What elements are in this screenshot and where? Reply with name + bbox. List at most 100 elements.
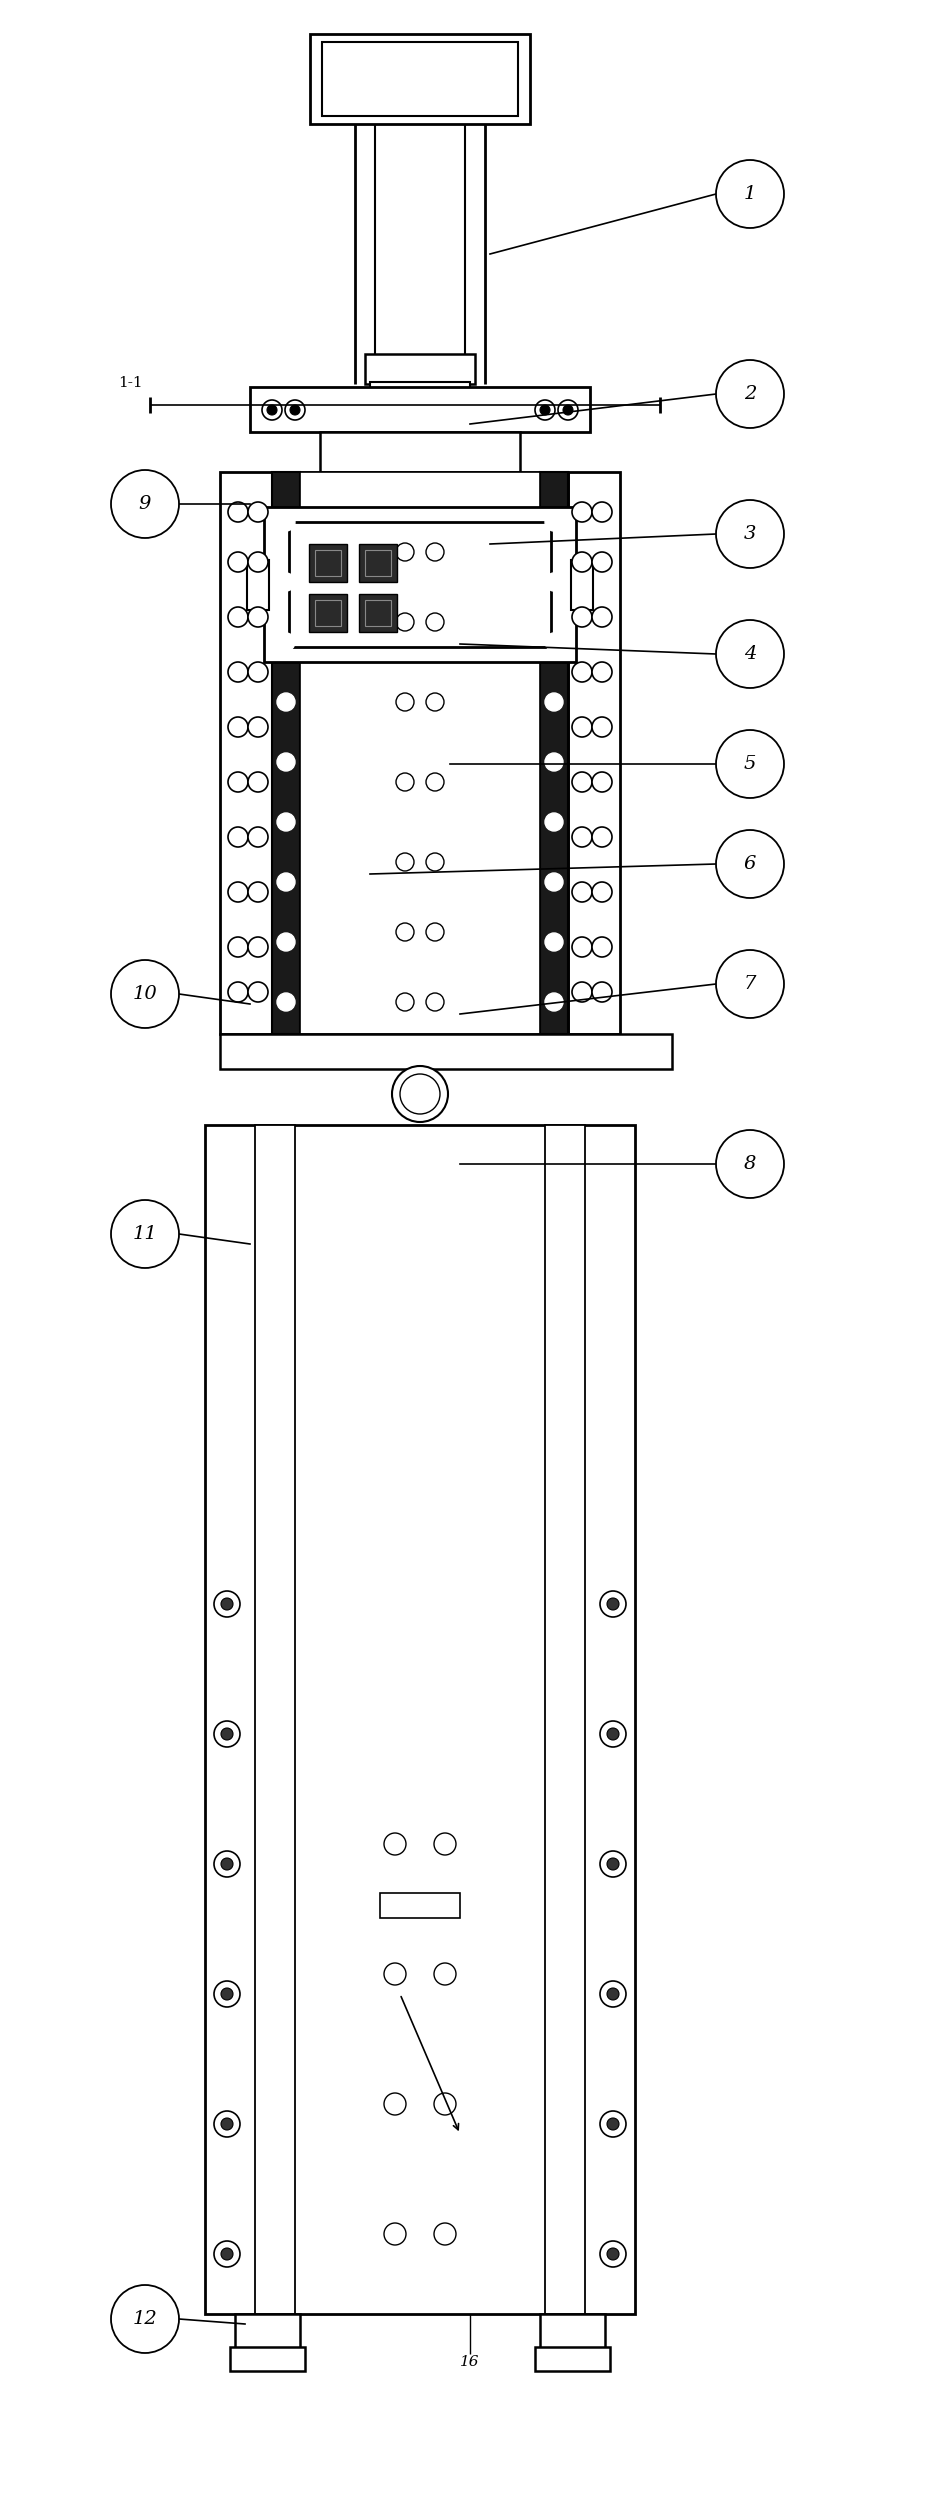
Circle shape	[716, 830, 784, 897]
Circle shape	[545, 694, 563, 711]
Text: 11: 11	[132, 1224, 158, 1242]
Circle shape	[572, 983, 592, 1003]
Bar	[235, 2313, 300, 2348]
Bar	[272, 473, 300, 1033]
Bar	[540, 473, 568, 1033]
Circle shape	[592, 661, 612, 681]
Circle shape	[228, 772, 248, 792]
Bar	[568, 473, 620, 1033]
Circle shape	[396, 772, 414, 792]
Circle shape	[592, 716, 612, 737]
Circle shape	[248, 503, 268, 523]
Circle shape	[600, 1850, 626, 1878]
Bar	[250, 387, 590, 432]
Circle shape	[716, 360, 784, 427]
Circle shape	[426, 694, 444, 711]
Bar	[540, 2313, 605, 2348]
Circle shape	[426, 543, 444, 561]
Circle shape	[248, 882, 268, 903]
Circle shape	[228, 827, 248, 847]
Circle shape	[607, 1989, 619, 2001]
Circle shape	[277, 694, 295, 711]
Circle shape	[545, 812, 563, 832]
Circle shape	[221, 1989, 233, 2001]
Circle shape	[248, 827, 268, 847]
Circle shape	[572, 606, 592, 626]
Circle shape	[535, 400, 555, 420]
Circle shape	[392, 1066, 448, 1121]
Text: 16: 16	[460, 2356, 480, 2368]
Bar	[365, 601, 391, 626]
Circle shape	[716, 161, 784, 229]
Circle shape	[716, 500, 784, 568]
Circle shape	[572, 772, 592, 792]
Text: 12: 12	[132, 2310, 158, 2328]
Circle shape	[277, 872, 295, 890]
Circle shape	[592, 983, 612, 1003]
Circle shape	[214, 2112, 240, 2137]
Circle shape	[572, 503, 592, 523]
Bar	[220, 1033, 672, 1068]
Circle shape	[545, 513, 563, 530]
Text: 10: 10	[132, 985, 158, 1003]
Bar	[359, 593, 397, 631]
Circle shape	[384, 1963, 406, 1986]
Circle shape	[426, 613, 444, 631]
Bar	[300, 473, 540, 1033]
Circle shape	[214, 1591, 240, 1617]
Circle shape	[572, 938, 592, 958]
Circle shape	[396, 613, 414, 631]
Circle shape	[592, 503, 612, 523]
Circle shape	[607, 1858, 619, 1870]
Circle shape	[290, 405, 300, 415]
Bar	[322, 43, 518, 116]
Bar	[264, 508, 576, 661]
Circle shape	[716, 729, 784, 797]
Bar	[370, 382, 470, 402]
Circle shape	[277, 513, 295, 530]
Circle shape	[607, 1727, 619, 1740]
Circle shape	[277, 754, 295, 772]
Text: 9: 9	[139, 495, 151, 513]
Circle shape	[248, 772, 268, 792]
Circle shape	[434, 2222, 456, 2245]
Circle shape	[540, 405, 550, 415]
Circle shape	[228, 606, 248, 626]
Circle shape	[563, 405, 573, 415]
Bar	[365, 551, 391, 576]
Bar	[535, 2348, 610, 2371]
Bar	[272, 473, 568, 1033]
Circle shape	[221, 1599, 233, 1609]
Circle shape	[545, 872, 563, 890]
Circle shape	[600, 1591, 626, 1617]
Circle shape	[592, 938, 612, 958]
Circle shape	[248, 983, 268, 1003]
Text: 3: 3	[744, 525, 756, 543]
Bar	[230, 2348, 305, 2371]
Bar	[380, 1893, 460, 1918]
Circle shape	[434, 1963, 456, 1986]
Circle shape	[545, 993, 563, 1011]
Text: 8: 8	[744, 1154, 756, 1174]
Circle shape	[572, 827, 592, 847]
Bar	[255, 1124, 295, 2313]
Circle shape	[592, 553, 612, 573]
Circle shape	[396, 543, 414, 561]
Circle shape	[396, 694, 414, 711]
Circle shape	[716, 621, 784, 689]
Circle shape	[277, 933, 295, 950]
Bar	[359, 543, 397, 583]
Circle shape	[572, 882, 592, 903]
Circle shape	[248, 661, 268, 681]
Circle shape	[214, 1722, 240, 1747]
Circle shape	[228, 553, 248, 573]
Text: 6: 6	[744, 855, 756, 872]
Bar	[220, 473, 272, 1033]
Circle shape	[545, 573, 563, 591]
Circle shape	[111, 960, 179, 1028]
Circle shape	[716, 1129, 784, 1199]
Circle shape	[600, 2112, 626, 2137]
Circle shape	[572, 661, 592, 681]
Circle shape	[285, 400, 305, 420]
Circle shape	[267, 405, 277, 415]
